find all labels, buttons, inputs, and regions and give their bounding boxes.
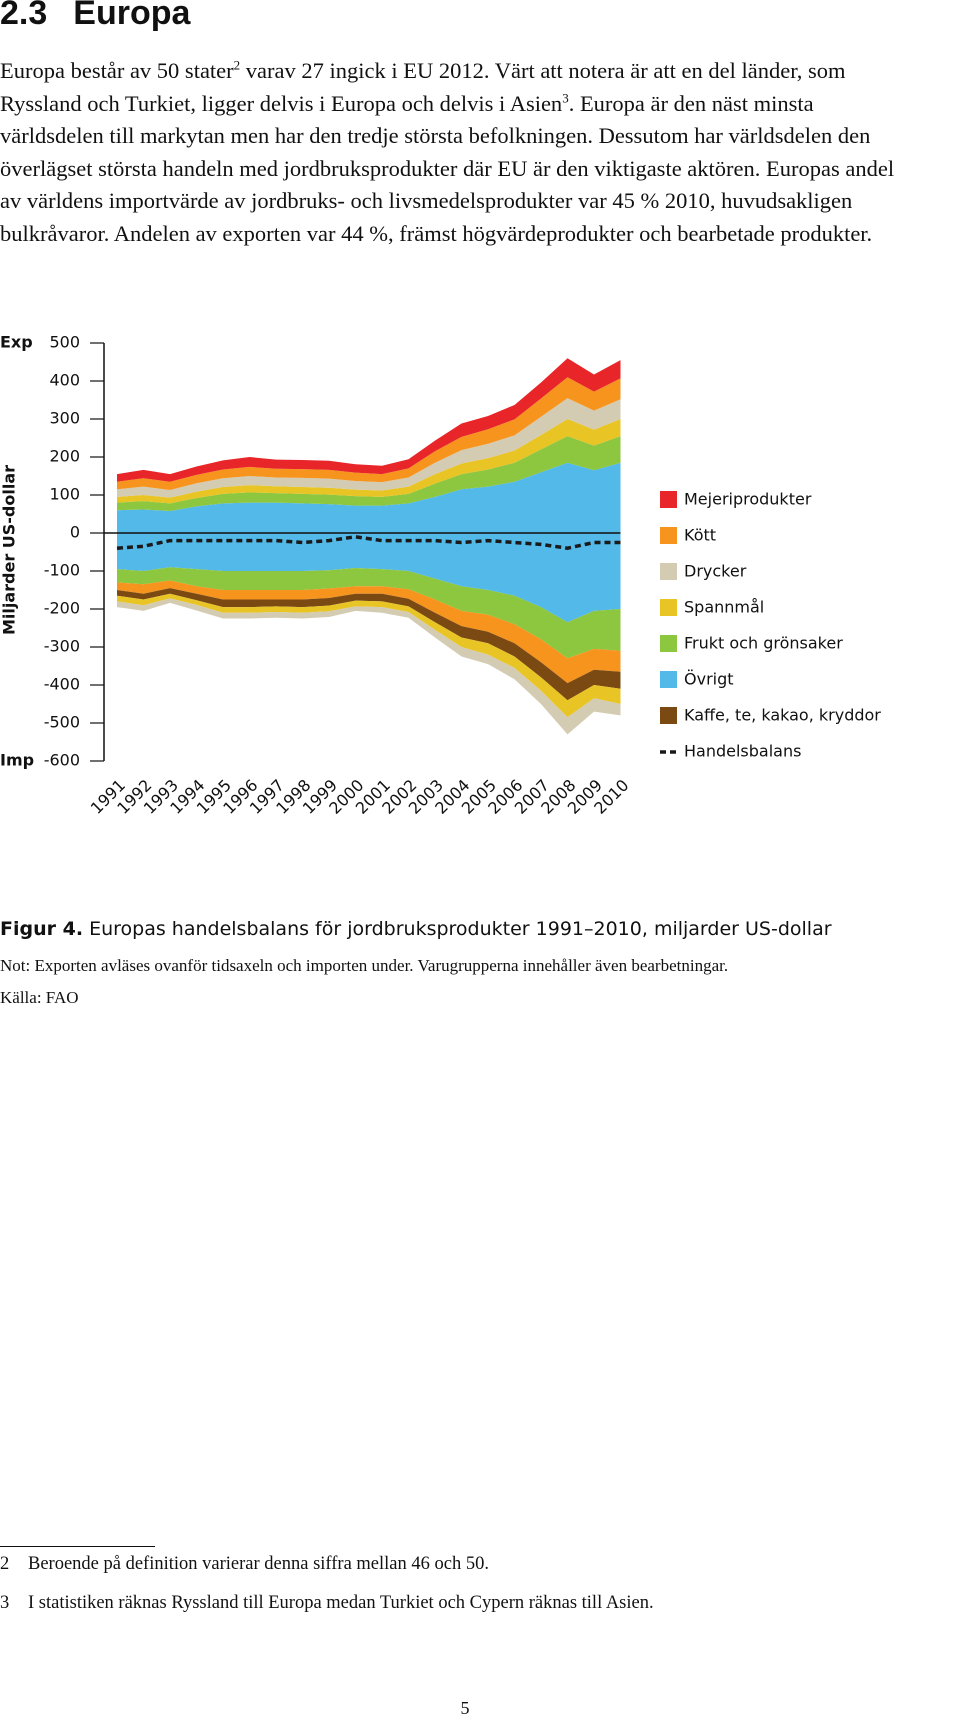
legend-label: Handelsbalans (684, 742, 801, 761)
y-tick-label: 500 (49, 333, 80, 352)
area (117, 533, 621, 623)
y-tick-label: -400 (44, 675, 80, 694)
heading: 2.3 Europa (0, 0, 190, 33)
y-tick-label: 0 (70, 523, 80, 542)
legend-swatch (660, 707, 677, 724)
legend-label: Kaffe, te, kakao, kryddor (684, 706, 881, 725)
legend-label: Drycker (684, 562, 747, 581)
text: . Europa är den näst minsta världsdelen … (0, 90, 895, 246)
text: varav 27 ingick i EU 2012. Värt att note… (0, 58, 846, 116)
y-tick-label: 300 (49, 409, 80, 428)
y-tick-label: -600 (44, 751, 80, 770)
export-label: Exp (0, 333, 33, 352)
y-tick-label: 200 (49, 447, 80, 466)
area (117, 462, 621, 533)
page-number: 5 (460, 1698, 470, 1718)
text: Europa består av 50 stater (0, 58, 234, 83)
y-tick-label: -300 (44, 637, 80, 656)
legend-swatch (660, 527, 677, 544)
footnote: 2 Beroende på definition varierar denna s… (0, 1554, 489, 1575)
area (117, 436, 621, 511)
import-label: Imp (0, 751, 34, 770)
note: Not: Exporten avläses ovanför tidsaxeln … (0, 956, 729, 975)
caption: Figur 4. Europas handelsbalans för jordb… (0, 918, 832, 940)
y-axis-label: Miljarder US-dollar (0, 465, 19, 635)
legend-swatch (660, 635, 677, 652)
legend-label: Övrigt (684, 670, 734, 689)
footnote-number: 3 (0, 1593, 10, 1613)
legend-swatch (660, 599, 677, 616)
area (117, 398, 621, 498)
footnote: 3 I statistiken räknas Ryssland till Euro… (0, 1593, 654, 1614)
footnote-text: I statistiken räknas Ryssland till Europ… (28, 1593, 654, 1613)
y-tick-label: -100 (44, 561, 80, 580)
area (117, 588, 621, 701)
caption-label: Figur 4. (0, 918, 84, 940)
source: Källa: FAO (0, 988, 79, 1007)
area (117, 419, 621, 504)
legend-swatch (660, 671, 677, 688)
footnote-ref: 2 (233, 57, 241, 73)
y-tick-label: 100 (49, 485, 80, 504)
legend-label: Frukt och grönsaker (684, 634, 843, 653)
chart: Exp Imp Miljarder US-dollar -600 -500 -400… (0, 333, 881, 818)
legend-label: Mejeriprodukter (684, 490, 812, 509)
legend-label: Spannmål (684, 598, 764, 617)
paragraph: Europa består av 50 stater2 varav 27 ing… (0, 55, 900, 250)
area (117, 593, 621, 718)
legend-swatch (660, 491, 677, 508)
y-tick-label: -200 (44, 599, 80, 618)
balance-line (116, 535, 621, 550)
area (117, 598, 621, 735)
y-tick-label: -500 (44, 713, 80, 732)
area (117, 580, 621, 684)
heading-number: 2.3 (0, 0, 48, 32)
area (117, 358, 621, 482)
footnote-rule (0, 1546, 155, 1547)
footnote-text: Beroende på definition varierar denna si… (28, 1554, 489, 1574)
legend-label: Kött (684, 526, 716, 545)
footnote-number: 2 (0, 1554, 10, 1574)
caption-text: Europas handelsbalans för jordbruksprodu… (83, 918, 832, 940)
footnote-ref: 3 (562, 90, 569, 105)
legend-swatch (660, 563, 677, 580)
y-tick-label: 400 (49, 371, 80, 390)
heading-title: Europa (73, 0, 191, 32)
area (117, 377, 621, 491)
